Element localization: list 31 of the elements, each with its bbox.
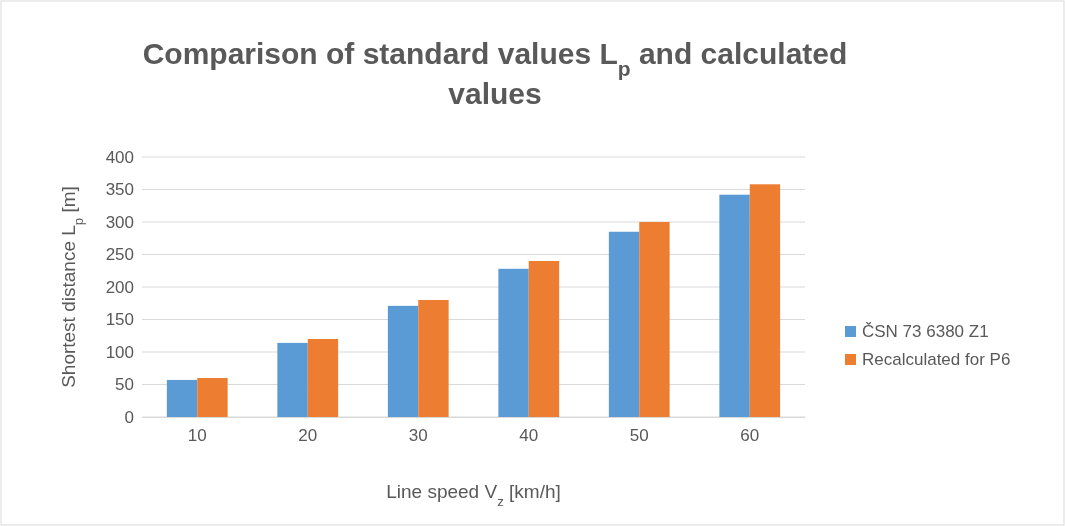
bar [387,305,419,417]
bar [719,194,750,417]
bar [749,184,781,417]
y-tick-label: 0 [124,407,134,427]
x-axis-title: Line speed V$_{z}$ [km/h] [386,481,561,509]
x-tick-label: 30 [408,426,428,446]
y-tick-label: 100 [105,342,134,362]
y-tick-label: 400 [105,147,134,167]
x-tick-label: 50 [629,426,649,446]
y-tick-label: 250 [105,245,134,265]
legend-label: Recalculated for P6 [862,350,1011,369]
y-tick-label: 50 [115,375,134,395]
x-tick-label: 40 [519,426,539,446]
y-tick-label: 300 [105,212,134,232]
bar [197,378,228,417]
bar [277,342,308,417]
bar [418,300,449,417]
y-tick-label: 350 [105,180,134,200]
x-tick-label: 60 [740,426,760,446]
x-tick-label: 10 [187,426,207,446]
y-tick-label: 150 [105,310,134,330]
bar [608,231,640,417]
x-tick-label: 20 [298,426,318,446]
legend-label: ČSN 73 6380 Z1 [862,322,989,341]
bar [639,222,670,417]
chart-title: Comparison of standard values L$_{p}$ and calculated values [142,37,848,110]
bar [166,379,198,417]
bar [498,268,529,417]
bar [528,261,560,417]
bar [307,339,339,417]
y-tick-label: 200 [105,277,134,297]
